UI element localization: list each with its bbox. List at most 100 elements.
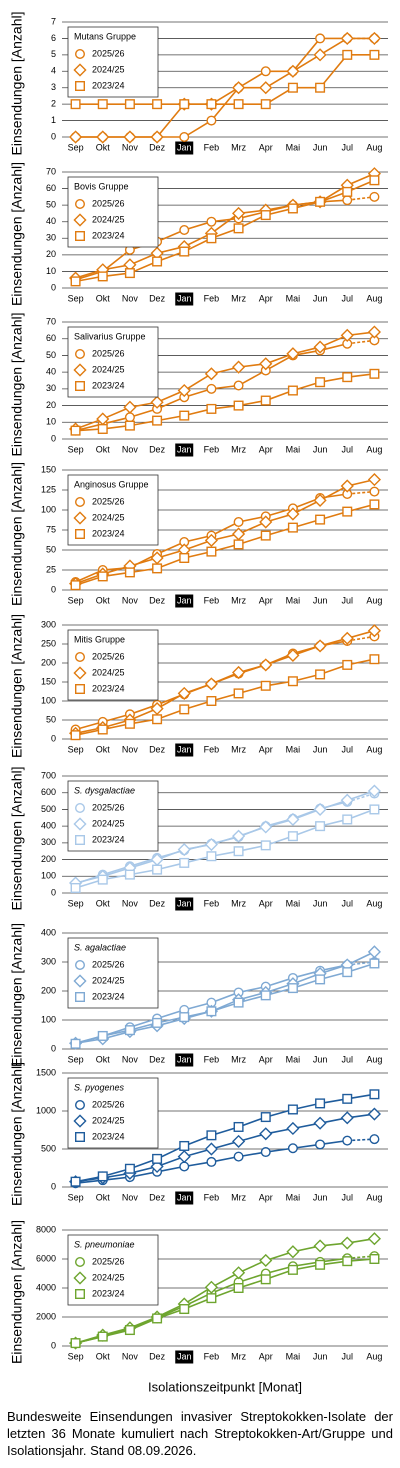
legend-label: 2024/25: [92, 214, 125, 224]
legend-label: 2024/25: [92, 1272, 125, 1282]
data-point: [342, 195, 353, 206]
category-highlight: [175, 897, 194, 911]
data-point: [124, 718, 135, 729]
legend-label: 2023/24: [92, 230, 125, 240]
y-tick-label: 700: [41, 770, 56, 780]
legend-marker: [74, 529, 85, 540]
x-tick-label: Mrz: [231, 898, 246, 908]
data-point: [369, 368, 380, 379]
x-tick-label: Aug: [366, 1351, 382, 1361]
data-point: [123, 130, 137, 144]
x-tick-label: Okt: [96, 444, 111, 454]
data-point: [124, 1163, 135, 1174]
data-point: [260, 1147, 271, 1158]
data-point: [369, 191, 380, 202]
y-axis-label: Einsendungen [Anzahl]: [9, 12, 25, 156]
legend-label: 2025/26: [92, 496, 125, 506]
legend-label: 2025/26: [92, 959, 125, 969]
x-tick-label: Jul: [341, 293, 353, 303]
x-tick-label: Jun: [313, 142, 328, 152]
data-point: [179, 553, 190, 564]
data-point: [260, 530, 271, 541]
data-point: [342, 967, 353, 978]
x-tick-label: Aug: [366, 293, 382, 303]
x-tick-label: Mai: [286, 1054, 301, 1064]
data-point: [124, 99, 135, 110]
x-tick-label: Mrz: [231, 1351, 246, 1361]
data-point: [97, 1171, 108, 1182]
data-point: [206, 1006, 217, 1017]
x-tick-label: Jul: [341, 744, 353, 754]
x-tick-label: Mai: [286, 1351, 301, 1361]
x-tick-label: Jul: [341, 898, 353, 908]
data-point: [233, 688, 244, 699]
legend-marker: [73, 666, 87, 680]
x-tick-label: Nov: [122, 1054, 139, 1064]
x-tick-label: Dez: [149, 595, 166, 605]
x-tick-label: Jan: [177, 1192, 192, 1202]
data-point: [206, 1156, 217, 1167]
data-point: [206, 233, 217, 244]
data-point: [123, 400, 137, 414]
data-point: [369, 804, 380, 815]
data-point: [367, 945, 381, 959]
data-point: [97, 99, 108, 110]
y-tick-label: 0: [51, 433, 56, 443]
legend-label: 2023/24: [92, 80, 125, 90]
category-highlight: [175, 1053, 194, 1067]
data-point: [286, 812, 300, 827]
x-tick-label: Jun: [313, 744, 328, 754]
x-tick-label: Mrz: [231, 1192, 246, 1202]
y-tick-label: 0: [51, 584, 56, 594]
legend-marker: [74, 381, 85, 392]
x-tick-label: Nov: [122, 293, 139, 303]
data-point: [204, 533, 218, 547]
legend-label: 2024/25: [92, 364, 125, 374]
x-tick-label: Dez: [149, 1351, 166, 1361]
legend-marker: [74, 960, 85, 971]
y-tick-label: 6: [51, 33, 56, 43]
data-point: [260, 66, 271, 77]
data-point: [287, 385, 298, 396]
y-tick-label: 0: [51, 282, 56, 292]
data-point: [232, 81, 246, 95]
legend-marker: [73, 213, 87, 227]
data-point: [233, 400, 244, 411]
y-tick-label: 200: [41, 854, 56, 864]
x-tick-label: Jun: [313, 1192, 328, 1202]
x-tick-label: Jan: [177, 898, 192, 908]
data-point: [70, 580, 81, 591]
data-point: [369, 1134, 380, 1145]
x-tick-label: Aug: [366, 744, 382, 754]
data-point: [260, 680, 271, 691]
data-point: [233, 997, 244, 1008]
category-highlight: [175, 1191, 194, 1205]
x-tick-label: Sep: [68, 293, 84, 303]
y-tick-label: 0: [51, 131, 56, 141]
data-point: [152, 563, 163, 574]
x-tick-label: Apr: [259, 1192, 273, 1202]
x-tick-label: Okt: [96, 1351, 111, 1361]
data-point: [367, 473, 381, 487]
y-tick-label: 300: [41, 956, 56, 966]
data-point: [313, 1239, 327, 1253]
data-point: [342, 1093, 353, 1104]
y-tick-label: 25: [46, 564, 56, 574]
data-point: [340, 631, 354, 645]
x-tick-label: Dez: [149, 744, 166, 754]
x-tick-label: Feb: [204, 595, 220, 605]
data-point: [97, 724, 108, 735]
data-point: [179, 704, 190, 715]
data-point: [70, 1038, 81, 1049]
y-tick-label: 4000: [36, 1282, 56, 1292]
x-tick-label: Apr: [259, 142, 273, 152]
data-point: [179, 1012, 190, 1023]
data-point: [96, 130, 110, 144]
y-tick-label: 30: [46, 233, 56, 243]
data-point: [179, 1140, 190, 1151]
x-tick-label: Nov: [122, 444, 139, 454]
y-tick-label: 1500: [36, 1067, 56, 1077]
data-point: [70, 1176, 81, 1187]
x-tick-label: Nov: [122, 744, 139, 754]
legend-marker: [73, 817, 87, 831]
